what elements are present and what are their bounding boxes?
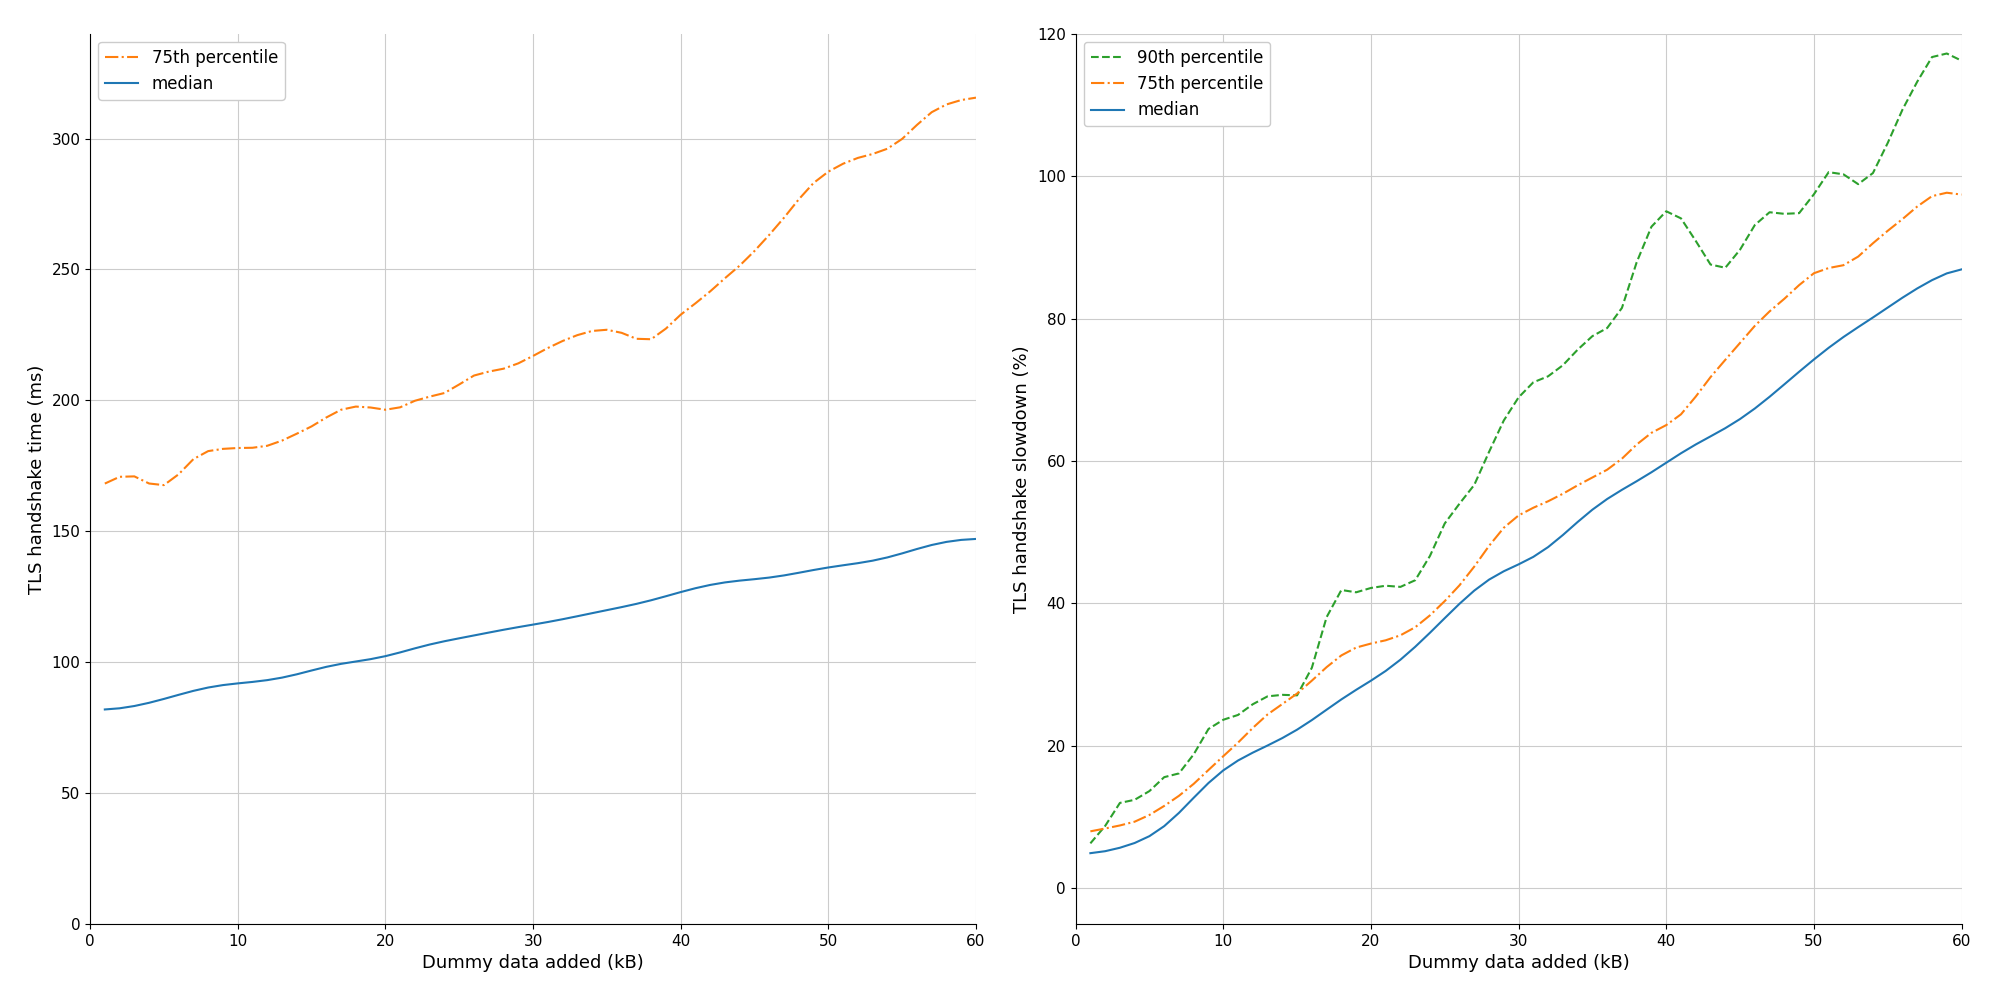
75th percentile [388, 401, 412, 413]
75th percentile [256, 440, 280, 452]
75th percentile [1359, 638, 1383, 650]
90th percentile [1373, 580, 1397, 592]
90th percentile [1329, 584, 1353, 596]
75th percentile [1624, 439, 1648, 451]
75th percentile [653, 323, 677, 335]
75th percentile [152, 479, 176, 491]
75th percentile [1077, 825, 1101, 837]
Line: 75th percentile: 75th percentile [104, 98, 975, 485]
75th percentile [358, 402, 382, 414]
median [1624, 475, 1648, 487]
Line: 90th percentile: 90th percentile [1089, 54, 1960, 843]
median [1329, 693, 1353, 705]
median [240, 676, 264, 688]
90th percentile [1934, 48, 1958, 60]
median [374, 650, 398, 662]
median [1948, 263, 1972, 275]
75th percentile [92, 478, 116, 490]
75th percentile [1373, 634, 1397, 646]
75th percentile [963, 92, 987, 104]
75th percentile [1225, 737, 1249, 749]
X-axis label: Dummy data added (kB): Dummy data added (kB) [422, 954, 643, 972]
Line: 75th percentile: 75th percentile [1089, 193, 1960, 831]
median [963, 533, 987, 545]
median [1373, 665, 1397, 677]
90th percentile [1225, 709, 1249, 721]
median [1225, 755, 1249, 767]
Y-axis label: TLS handshake time (ms): TLS handshake time (ms) [28, 364, 46, 594]
median [1299, 714, 1323, 726]
Line: median: median [1089, 269, 1960, 853]
median [92, 703, 116, 715]
Legend: 75th percentile, median: 75th percentile, median [98, 42, 284, 100]
75th percentile [1934, 187, 1958, 199]
90th percentile [1948, 55, 1972, 67]
Y-axis label: TLS handshake slowdown (%): TLS handshake slowdown (%) [1013, 345, 1031, 613]
75th percentile [404, 395, 428, 407]
75th percentile [330, 404, 354, 416]
Legend: 90th percentile, 75th percentile, median: 90th percentile, 75th percentile, median [1083, 42, 1269, 126]
75th percentile [1299, 675, 1323, 687]
median [639, 594, 663, 606]
X-axis label: Dummy data added (kB): Dummy data added (kB) [1407, 954, 1628, 972]
75th percentile [1329, 649, 1353, 661]
median [344, 655, 368, 667]
75th percentile [1948, 189, 1972, 201]
median [388, 646, 412, 658]
Line: median: median [104, 539, 975, 709]
median [1359, 675, 1383, 687]
median [1077, 847, 1101, 859]
90th percentile [1077, 837, 1101, 849]
90th percentile [1624, 256, 1648, 268]
90th percentile [1359, 582, 1383, 594]
median [314, 661, 338, 673]
90th percentile [1299, 662, 1323, 674]
